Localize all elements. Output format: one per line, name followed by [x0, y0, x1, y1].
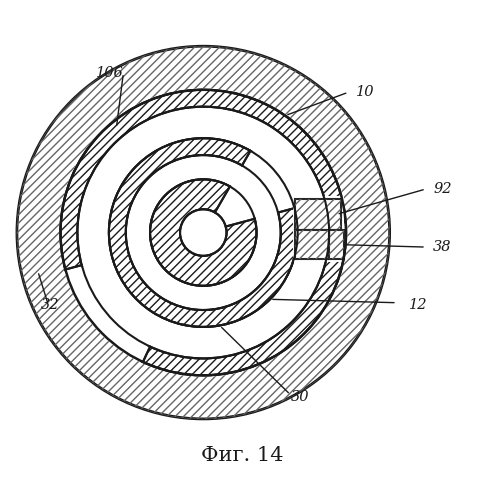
Wedge shape [60, 90, 346, 375]
Bar [295, 199, 341, 230]
Wedge shape [150, 179, 257, 286]
Text: 92: 92 [433, 182, 452, 196]
Circle shape [59, 88, 348, 377]
Text: 32: 32 [41, 298, 60, 312]
Text: 106: 106 [96, 66, 123, 80]
Bar [329, 230, 344, 259]
Bar [293, 196, 344, 261]
Circle shape [180, 209, 227, 256]
Text: 38: 38 [433, 240, 452, 254]
Circle shape [77, 107, 329, 358]
Circle shape [78, 108, 328, 357]
Text: 12: 12 [409, 298, 427, 312]
Text: 10: 10 [356, 85, 374, 99]
Bar [295, 230, 329, 259]
Text: 30: 30 [290, 390, 309, 404]
Bar [329, 230, 344, 259]
Circle shape [127, 156, 280, 309]
Bar [295, 199, 341, 230]
Circle shape [17, 46, 390, 419]
Bar [295, 230, 329, 259]
Text: Фиг. 14: Фиг. 14 [201, 446, 283, 465]
Wedge shape [109, 138, 298, 327]
